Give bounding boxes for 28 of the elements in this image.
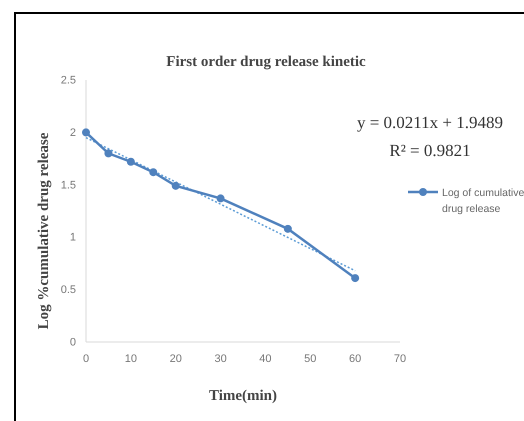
x-tick-label: 0 <box>82 352 90 365</box>
x-tick-label: 10 <box>124 352 137 365</box>
y-tick-label: 2 <box>70 126 76 139</box>
point <box>284 224 292 233</box>
y-axis-title: Log %cumulative drug release <box>36 132 52 330</box>
point <box>351 274 360 282</box>
legend-label: Log of cumulative drug release <box>442 187 524 215</box>
annotation: R² = 0.9821 <box>389 141 471 160</box>
point <box>149 168 158 176</box>
y-tick-label: 0 <box>70 336 76 349</box>
y-tick-label: 2.5 <box>60 74 76 87</box>
x-tick-label: 50 <box>304 352 316 365</box>
x-tick-label: 40 <box>259 352 272 365</box>
x-tick-label: 60 <box>349 352 362 365</box>
point <box>172 182 180 190</box>
annotation: y = 0.0211x + 1.9489 <box>356 113 504 132</box>
y-tick-label: 1.5 <box>60 179 76 192</box>
x-tick-label: 30 <box>214 352 227 365</box>
point <box>104 149 112 158</box>
point <box>82 128 90 136</box>
x-tick-label: 20 <box>170 352 182 365</box>
y-tick-label: 1 <box>70 232 76 244</box>
point <box>216 194 225 202</box>
x-axis-title: Time(min) <box>208 388 278 404</box>
point <box>126 158 135 166</box>
x-tick-label: 70 <box>394 352 406 365</box>
y-tick-label: 0.5 <box>60 284 76 296</box>
chart-title: First order drug release kinetic <box>166 54 366 70</box>
